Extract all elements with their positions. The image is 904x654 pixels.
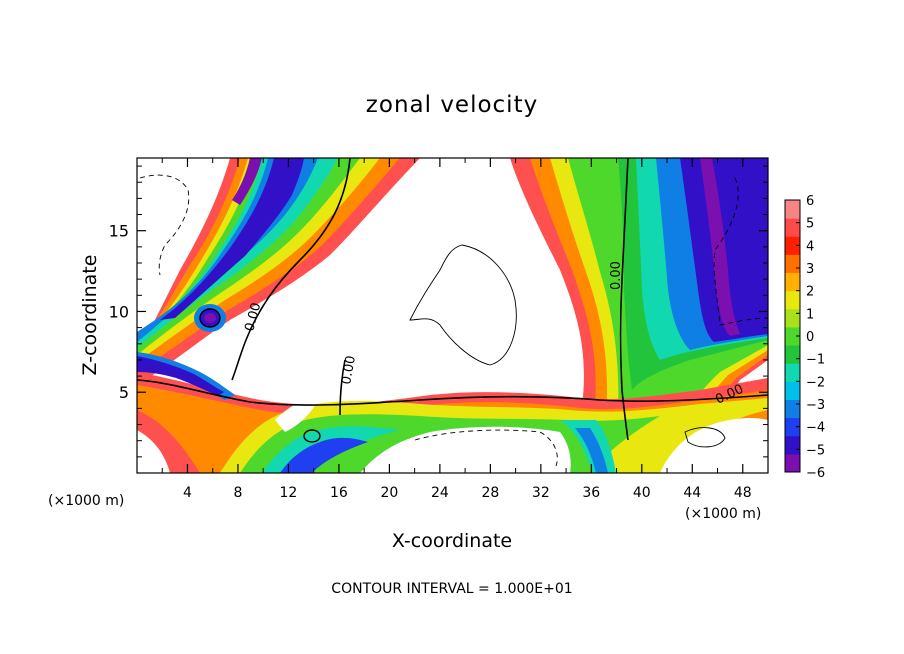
colorbar-tick-label: 0: [806, 330, 814, 345]
colorbar-tick-label: −5: [806, 443, 825, 458]
x-tick-label: 16: [330, 485, 348, 501]
x-tick-label: 36: [582, 485, 600, 501]
x-tick-label: 12: [280, 485, 298, 501]
x-tick-label: 4: [183, 485, 192, 501]
y-tick-label: 5: [119, 383, 129, 402]
colorbar-tick-label: −2: [806, 375, 825, 390]
colorbar-swatch: [785, 290, 800, 310]
contour-label: 0.00: [339, 355, 359, 386]
colorbar-swatch: [785, 399, 800, 419]
colorbar-tick-label: −4: [806, 421, 825, 436]
colorbar-swatch: [785, 200, 800, 219]
contour-interval-note: CONTOUR INTERVAL = 1.000E+01: [331, 581, 572, 597]
contour-label: 0.00: [242, 301, 264, 333]
colorbar: 6 5 4 3 2 1 0 −1 −2 −3 −4 −5 −6: [784, 194, 825, 481]
colorbar-swatch: [785, 381, 800, 400]
contour-label: 0.00: [609, 261, 624, 290]
colorbar-tick-label: 4: [806, 239, 814, 254]
y-axis-label: Z-coordinate: [79, 255, 101, 376]
colorbar-swatch: [785, 308, 800, 328]
x-tick-label: 40: [633, 485, 651, 501]
x-axis-label: X-coordinate: [392, 530, 512, 552]
y-axis: 5 10 15: [109, 165, 768, 458]
x-tick-label: 8: [233, 485, 242, 501]
x-tick-label: 32: [532, 485, 550, 501]
colorbar-swatch: [785, 272, 800, 292]
colorbar-swatch: [785, 326, 800, 346]
colorbar-tick-label: −3: [806, 398, 825, 413]
colorbar-tick-label: 6: [806, 194, 814, 209]
y-tick-label: 10: [109, 302, 129, 321]
x-tick-label: 44: [683, 485, 701, 501]
chart-title: zonal velocity: [366, 92, 538, 118]
colorbar-swatch: [785, 218, 800, 237]
velocity-field: [137, 158, 768, 473]
colorbar-tick-label: 5: [806, 217, 814, 232]
colorbar-tick-label: −1: [806, 353, 825, 368]
x-tick-label: 24: [431, 485, 449, 501]
x-axis: 4 8 12 16 20 24 28 32 36 40 44 48: [161, 158, 752, 501]
colorbar-swatch: [785, 254, 800, 274]
colorbar-swatch: [785, 345, 800, 364]
colorbar-swatch: [785, 363, 800, 382]
colorbar-swatch: [785, 417, 800, 437]
x-tick-label: 48: [734, 485, 752, 501]
colorbar-tick-label: 2: [806, 285, 814, 300]
x-unit-left: (×1000 m): [48, 493, 124, 509]
colorbar-swatch: [785, 236, 800, 255]
y-tick-label: 15: [109, 222, 129, 241]
plot-frame: [136, 157, 769, 474]
colorbar-swatch: [785, 435, 800, 455]
colorbar-tick-label: 3: [806, 262, 814, 277]
x-tick-label: 28: [481, 485, 499, 501]
colorbar-swatch: [785, 453, 800, 473]
x-tick-label: 20: [380, 485, 398, 501]
colorbar-tick-label: 1: [806, 307, 814, 322]
x-unit-right: (×1000 m): [685, 506, 761, 522]
colorbar-tick-label: −6: [806, 466, 825, 481]
